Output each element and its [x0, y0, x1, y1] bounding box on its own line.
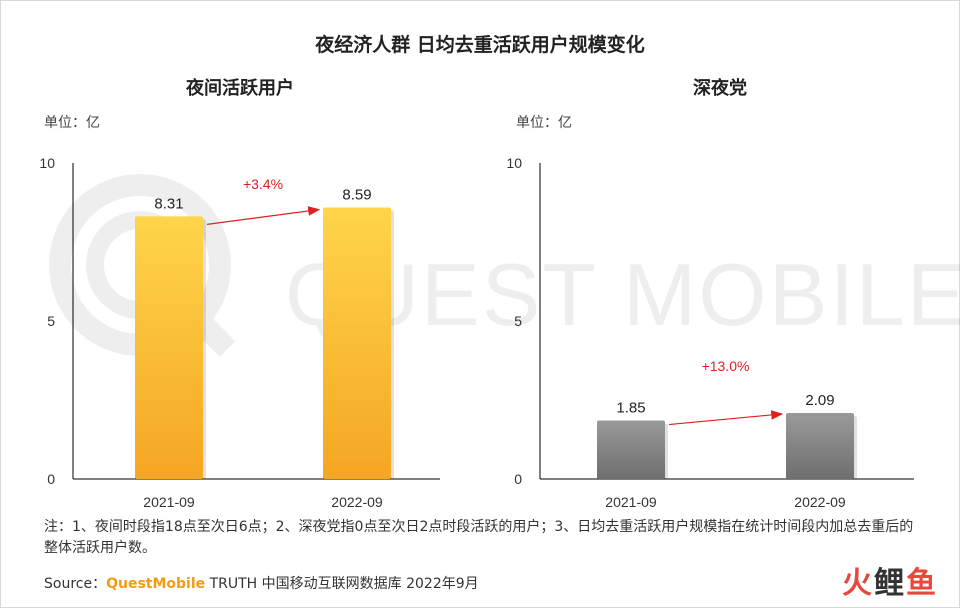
- y-tick-label: 5: [514, 313, 522, 329]
- bar: [597, 420, 665, 479]
- bar: [323, 207, 391, 479]
- left-chart-title: 夜间活跃用户: [186, 78, 294, 99]
- left-unit-label: 单位：亿: [44, 115, 100, 131]
- footnote: 注：1、夜间时段指18点至次日6点；2、深夜党指0点至次日2点时段活跃的用户；3…: [44, 519, 914, 556]
- logo-char-1: 火: [842, 566, 874, 601]
- bar-value-label: 1.85: [616, 400, 645, 417]
- huoliyu-logo: 火鲤鱼: [842, 558, 938, 602]
- source-line: Source：QuestMobile TRUTH 中国移动互联网数据库 2022…: [44, 573, 479, 593]
- right-chart: 0 5 10 1.85 2021-09 2.09 2022-09 +13.0%: [506, 155, 914, 510]
- left-chart: 0 5 10 8.31 2021-09 8.59 2022-09 +3.4%: [39, 155, 440, 510]
- bar-value-label: 2.09: [805, 392, 834, 409]
- bar-value-label: 8.59: [342, 187, 371, 204]
- growth-label: +13.0%: [702, 358, 750, 374]
- bar: [786, 412, 854, 479]
- y-tick-label: 10: [39, 155, 55, 171]
- source-prefix: Source：: [44, 576, 107, 592]
- growth-arrow: [206, 206, 321, 225]
- x-tick-label: 2022-09: [794, 494, 846, 510]
- source-brand: QuestMobile: [106, 576, 206, 592]
- logo-char-3: 鱼: [906, 566, 938, 601]
- right-chart-title: 深夜党: [693, 78, 747, 99]
- growth-label: +3.4%: [243, 176, 283, 192]
- y-tick-label: 5: [47, 313, 55, 329]
- x-tick-label: 2021-09: [605, 494, 657, 510]
- page-title: 夜经济人群 日均去重活跃用户规模变化: [315, 34, 645, 56]
- watermark-group: QUEST MOBILE: [49, 174, 960, 357]
- x-tick-label: 2022-09: [331, 494, 383, 510]
- bar: [135, 216, 203, 480]
- y-tick-label: 0: [514, 471, 522, 487]
- bar-value-label: 8.31: [154, 195, 183, 212]
- y-tick-label: 0: [47, 471, 55, 487]
- source-rest: TRUTH 中国移动互联网数据库 2022年9月: [205, 576, 479, 592]
- y-tick-label: 10: [506, 155, 522, 171]
- logo-char-2: 鲤: [874, 566, 906, 601]
- growth-arrow: [668, 410, 784, 426]
- right-unit-label: 单位：亿: [516, 115, 572, 131]
- watermark-text: QUEST MOBILE: [285, 245, 960, 344]
- x-tick-label: 2021-09: [143, 494, 195, 510]
